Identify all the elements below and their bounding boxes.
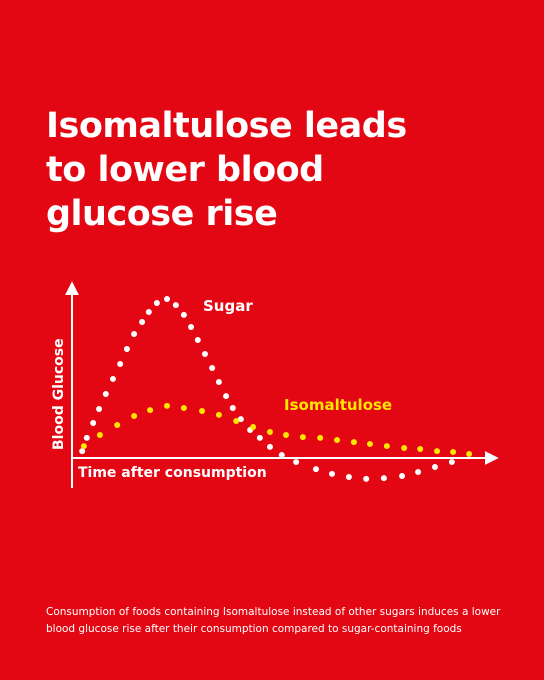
- data-point: [415, 469, 422, 476]
- data-point: [237, 416, 244, 423]
- data-point: [180, 311, 187, 318]
- data-point: [145, 308, 152, 315]
- data-point: [312, 466, 319, 473]
- data-point: [434, 448, 441, 455]
- data-point: [233, 417, 240, 424]
- data-point: [147, 407, 154, 414]
- data-point: [283, 431, 289, 438]
- data-point: [123, 346, 130, 353]
- data-point: [194, 337, 201, 344]
- data-point: [96, 406, 103, 413]
- data-point: [334, 437, 341, 444]
- data-point: [450, 448, 457, 455]
- data-point: [131, 330, 138, 337]
- data-point: [417, 446, 424, 453]
- series-label: Sugar: [203, 297, 253, 315]
- data-point: [199, 407, 206, 414]
- data-point: [188, 324, 195, 331]
- data-point: [250, 424, 257, 431]
- data-point: [266, 443, 273, 450]
- data-point: [172, 302, 179, 309]
- data-point: [363, 475, 370, 482]
- data-point: [448, 458, 455, 465]
- data-point: [299, 434, 306, 441]
- data-point: [317, 434, 324, 441]
- data-point: [163, 296, 170, 303]
- data-point: [163, 402, 170, 409]
- data-point: [223, 393, 230, 400]
- data-point: [102, 390, 109, 397]
- data-point: [380, 475, 387, 482]
- data-point: [366, 440, 373, 447]
- data-point: [431, 463, 438, 470]
- data-point: [209, 365, 216, 372]
- data-point: [345, 474, 352, 481]
- data-point: [96, 431, 103, 438]
- data-point: [109, 375, 116, 382]
- data-point: [278, 452, 285, 459]
- data-point: [83, 434, 90, 441]
- x-axis-label: Time after consumption: [78, 465, 267, 481]
- data-point: [153, 299, 160, 306]
- data-point: [466, 451, 473, 458]
- title: Isomaltulose leads to lower blood glucos…: [46, 106, 407, 234]
- data-point: [117, 361, 124, 368]
- data-point: [139, 319, 146, 326]
- data-point: [350, 439, 357, 446]
- data-point: [80, 443, 87, 450]
- data-point: [201, 351, 208, 358]
- series-label: Isomaltulose: [284, 396, 392, 414]
- data-point: [114, 421, 121, 428]
- data-point: [131, 412, 138, 419]
- data-point: [79, 448, 86, 455]
- data-point: [215, 379, 222, 386]
- data-point: [383, 443, 390, 450]
- data-point: [229, 405, 236, 412]
- data-point: [293, 458, 300, 465]
- data-point: [256, 434, 263, 441]
- data-point: [180, 405, 187, 412]
- data-point: [401, 444, 408, 451]
- data-point: [399, 472, 406, 479]
- data-point: [328, 470, 335, 477]
- data-point: [215, 411, 222, 418]
- caption: Consumption of foods containing Isomaltu…: [46, 606, 501, 635]
- y-axis-label: Blood Glucose: [51, 338, 67, 450]
- data-point: [90, 420, 97, 427]
- data-point: [266, 429, 273, 436]
